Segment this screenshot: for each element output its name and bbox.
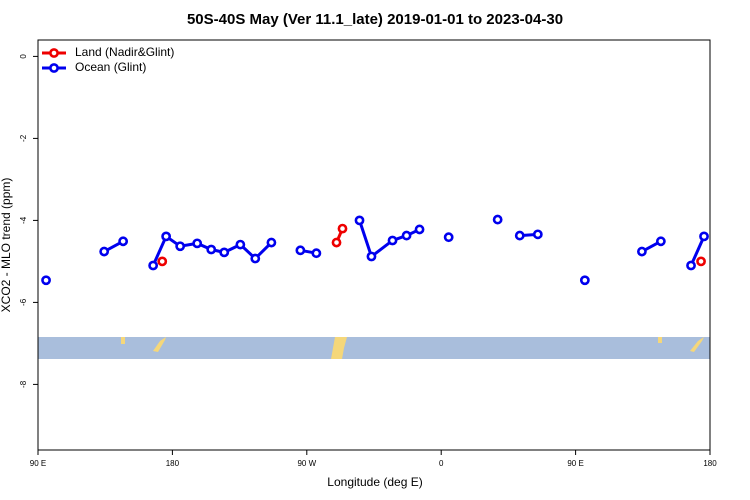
- point: [532, 229, 543, 240]
- point: [492, 214, 503, 225]
- map-strip: [38, 337, 710, 359]
- chart-title: 50S-40S May (Ver 11.1_late) 2019-01-01 t…: [187, 11, 563, 28]
- x-tick-label: 90 W: [297, 459, 316, 468]
- point: [331, 237, 342, 248]
- point: [699, 231, 709, 242]
- legend-marker: [49, 48, 59, 58]
- point: [655, 236, 666, 247]
- point: [366, 251, 377, 262]
- y-tick-label: -4: [19, 216, 28, 224]
- point: [41, 275, 51, 286]
- y-tick-label: -2: [19, 134, 28, 142]
- point: [235, 239, 246, 250]
- point: [266, 237, 277, 248]
- legend-label: Ocean (Glint): [75, 60, 146, 74]
- x-axis-label: Longitude (deg E): [327, 475, 422, 489]
- x-tick-label: 180: [703, 459, 717, 468]
- point: [637, 246, 647, 257]
- legend-label: Land (Nadir&Glint): [75, 45, 174, 59]
- y-tick-label: 0: [19, 54, 28, 59]
- point: [148, 260, 159, 271]
- point: [354, 215, 365, 226]
- point: [686, 260, 696, 271]
- point: [401, 230, 412, 241]
- x-tick-label: 180: [166, 459, 180, 468]
- point: [99, 246, 110, 257]
- point: [175, 241, 186, 252]
- point: [219, 247, 230, 258]
- point: [250, 253, 261, 264]
- point: [206, 244, 217, 255]
- point: [161, 231, 172, 242]
- x-tick-label: 90 E: [567, 459, 583, 468]
- x-tick-label: 0: [439, 459, 444, 468]
- point: [443, 232, 454, 243]
- point: [192, 238, 203, 249]
- plot-frame: [37, 39, 711, 451]
- x-tick-label: 90 E: [30, 459, 46, 468]
- point: [157, 256, 168, 267]
- point: [579, 275, 590, 286]
- point: [337, 223, 348, 234]
- point: [295, 245, 306, 256]
- y-tick-label: -6: [19, 298, 28, 306]
- y-tick-label: -8: [19, 380, 28, 388]
- point: [311, 248, 322, 259]
- point: [696, 256, 706, 267]
- y-axis-label: XCO2 - MLO trend (ppm): [0, 178, 13, 313]
- point: [118, 236, 129, 247]
- point: [514, 230, 525, 241]
- point: [387, 235, 398, 246]
- point: [414, 224, 425, 235]
- legend-marker: [49, 63, 59, 73]
